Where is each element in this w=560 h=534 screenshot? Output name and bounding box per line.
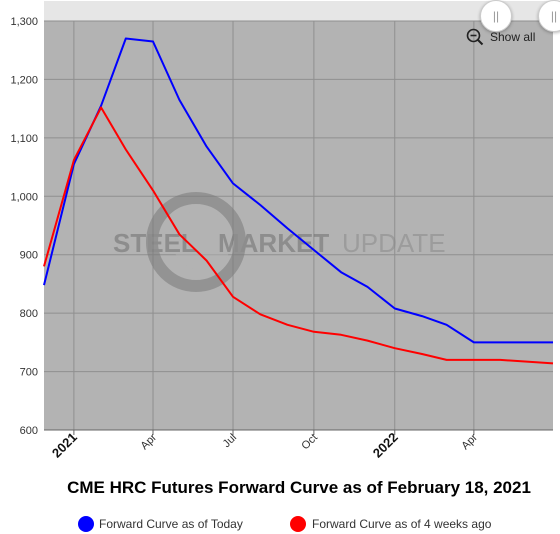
legend-marker-1[interactable] bbox=[78, 516, 94, 532]
y-tick-label: 800 bbox=[20, 308, 38, 320]
y-tick-label: 600 bbox=[20, 425, 38, 437]
show-all-button[interactable]: Show all bbox=[466, 28, 535, 46]
legend: Forward Curve as of Today Forward Curve a… bbox=[78, 516, 492, 532]
y-tick-label: 1,200 bbox=[10, 74, 38, 86]
series-line-2[interactable] bbox=[43, 106, 554, 365]
x-tick-label: 2021 bbox=[49, 430, 80, 461]
y-tick-label: 900 bbox=[20, 250, 38, 262]
series-layer bbox=[43, 37, 554, 365]
watermark-word-steel: STEEL bbox=[113, 228, 197, 258]
legend-label-1[interactable]: Forward Curve as of Today bbox=[99, 517, 243, 531]
series-line-1[interactable] bbox=[43, 37, 553, 344]
grid-lines bbox=[44, 20, 553, 431]
y-axis: 600 700 800 900 1,000 1,100 1,200 1,300 bbox=[10, 16, 38, 437]
chart-title: CME HRC Futures Forward Curve as of Febr… bbox=[67, 478, 531, 497]
plot-area bbox=[44, 21, 553, 430]
x-tick-label: Apr bbox=[459, 431, 480, 452]
y-tick-label: 1,300 bbox=[10, 16, 38, 28]
navigator-left-handle[interactable]: || bbox=[480, 0, 512, 32]
legend-marker-2[interactable] bbox=[290, 516, 306, 532]
x-axis: 2021 Apr Jul Oct 2022 Apr bbox=[44, 429, 553, 461]
show-all-label: Show all bbox=[490, 30, 536, 44]
y-tick-label: 1,000 bbox=[10, 191, 38, 203]
navigator-strip[interactable] bbox=[44, 1, 553, 21]
y-tick-label: 1,100 bbox=[10, 133, 38, 145]
legend-label-2[interactable]: Forward Curve as of 4 weeks ago bbox=[312, 517, 492, 531]
x-tick-label: Apr bbox=[139, 431, 160, 452]
zoom-out-icon bbox=[466, 28, 484, 46]
y-tick-label: 700 bbox=[20, 367, 38, 379]
watermark-word-update: UPDATE bbox=[342, 228, 446, 258]
watermark-word-market: MARKET bbox=[218, 228, 329, 258]
watermark-logo: STEEL MARKET UPDATE bbox=[113, 192, 446, 292]
navigator-right-handle-grip: || bbox=[550, 9, 558, 23]
x-tick-label: 2022 bbox=[370, 430, 401, 461]
x-tick-label: Jul bbox=[221, 432, 239, 450]
x-tick-label: Oct bbox=[299, 432, 320, 453]
navigator-left-handle-grip: || bbox=[492, 9, 500, 23]
